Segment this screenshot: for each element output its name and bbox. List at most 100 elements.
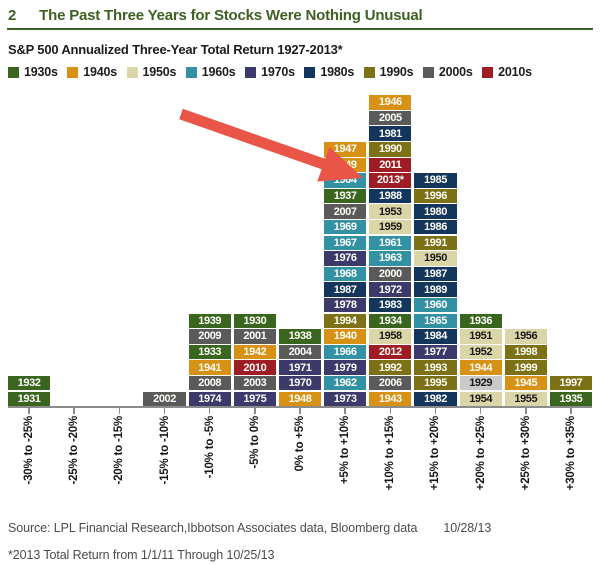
legend-swatch-icon	[185, 66, 197, 78]
year-cell: 1995	[414, 375, 457, 391]
year-cell: 1994	[324, 313, 367, 329]
year-cell: 1944	[459, 360, 502, 375]
axis-tick	[279, 407, 321, 414]
year-cell: 2003	[233, 375, 276, 391]
legend-label: 2000s	[438, 65, 473, 79]
year-cell: 1937	[324, 188, 367, 204]
year-cell: 1932	[8, 375, 51, 391]
year-cell: 1997	[549, 375, 593, 391]
year-cell: 2008	[188, 375, 231, 391]
year-cell: 1953	[369, 204, 412, 219]
legend-item-1980s: 1980s	[304, 65, 354, 79]
year-cell: 1996	[414, 188, 457, 204]
year-cell: 1959	[369, 219, 412, 235]
year-cell: 1935	[549, 391, 593, 406]
x-axis-labels: -30% to -25% -25% to -20% -20% to -15% -15%…	[8, 414, 592, 506]
year-cell: 1980	[414, 204, 457, 219]
year-cell: 1987	[414, 266, 457, 282]
histogram-column: 1985 1996 1980 1986 1991 1950 1987 1989 1960 1965…	[414, 172, 457, 406]
histogram-column: 1939 2009 1933 1941 2008 1974	[188, 312, 231, 406]
page-header: 2 The Past Three Years for Stocks Were N…	[7, 4, 593, 30]
year-cell: 1961	[369, 235, 412, 251]
year-cell: 1936	[459, 313, 502, 329]
legend-swatch-icon	[67, 66, 79, 78]
year-cell: 1933	[188, 344, 231, 360]
x-axis-label: -10% to -5%	[203, 415, 216, 478]
year-cell: 1998	[504, 344, 547, 360]
year-cell: 2010	[233, 360, 276, 375]
legend-swatch-icon	[126, 66, 138, 78]
axis-tick	[369, 407, 411, 414]
year-cell: 1962	[324, 375, 367, 391]
year-cell: 1951	[459, 329, 502, 344]
year-cell: 1938	[278, 329, 322, 344]
axis-tick	[505, 407, 547, 414]
year-cell: 1989	[414, 282, 457, 297]
histogram-column: 2002	[143, 390, 186, 406]
year-cell: 1949	[324, 157, 367, 173]
legend-swatch-icon	[422, 66, 434, 78]
year-cell: 1975	[233, 391, 276, 406]
legend-item-1950s: 1950s	[126, 65, 177, 79]
year-cell: 1964	[324, 173, 367, 188]
year-cell: 1984	[414, 329, 457, 344]
year-cell: 1986	[414, 219, 457, 235]
year-cell: 1929	[459, 375, 502, 391]
x-axis-label: -25% to -20%	[68, 415, 81, 485]
axis-tick	[234, 407, 276, 414]
year-cell: 2011	[369, 157, 412, 173]
axis-tick	[143, 407, 185, 414]
year-cell: 1967	[324, 235, 367, 251]
year-cell: 2006	[369, 375, 412, 391]
year-cell: 1992	[369, 360, 412, 375]
year-cell: 1979	[324, 360, 367, 375]
x-axis-label: +15% to +20%	[429, 415, 442, 490]
year-cell: 1969	[324, 219, 367, 235]
chart-footer: Source: LPL Financial Research,Ibbotson …	[8, 521, 592, 562]
legend-label: 1950s	[142, 65, 177, 79]
axis-tick	[189, 407, 231, 414]
year-cell: 1939	[188, 313, 231, 329]
year-cell: 1942	[233, 344, 276, 360]
axis-tick	[460, 407, 502, 414]
year-cell: 2007	[324, 204, 367, 219]
x-axis-label: +5% to +10%	[339, 415, 352, 484]
histogram-column: 1956 1998 1999 1945 1955	[504, 328, 547, 406]
x-axis-label: +10% to +15%	[384, 415, 397, 490]
x-axis-label: -20% to -15%	[113, 415, 126, 485]
year-cell: 1977	[414, 344, 457, 360]
legend-item-1960s: 1960s	[185, 65, 236, 79]
source-date: 10/28/13	[443, 520, 492, 535]
legend-label: 1980s	[320, 65, 355, 79]
year-cell: 1976	[324, 251, 367, 266]
histogram-column: 1932 1931	[8, 375, 51, 406]
year-cell: 1974	[188, 391, 231, 406]
year-cell: 1952	[459, 344, 502, 360]
year-cell: 1956	[504, 329, 547, 344]
legend-item-1970s: 1970s	[245, 65, 295, 79]
year-cell: 1999	[504, 360, 547, 375]
year-cell: 1945	[504, 375, 547, 391]
legend-item-1940s: 1940s	[67, 65, 117, 79]
legend-swatch-icon	[482, 66, 494, 78]
axis-tick	[53, 407, 95, 414]
year-cell: 1981	[369, 126, 412, 141]
histogram-column: 1938 2004 1971 1970 1948	[278, 328, 322, 406]
legend-label: 1940s	[83, 65, 118, 79]
year-cell: 1970	[278, 375, 322, 391]
histogram-column: 1936 1951 1952 1944 1929 1954	[459, 312, 502, 406]
year-cell: 1990	[369, 142, 412, 157]
year-cell: 1960	[414, 297, 457, 313]
source-text: Source: LPL Financial Research,Ibbotson …	[8, 520, 418, 535]
year-cell: 1954	[459, 391, 502, 406]
legend-swatch-icon	[8, 66, 19, 78]
year-cell: 1930	[233, 313, 276, 329]
year-cell: 1963	[369, 251, 412, 266]
year-cell: 1993	[414, 360, 457, 375]
axis-tick	[324, 407, 366, 414]
year-cell: 1931	[8, 391, 51, 406]
year-cell: 2000	[369, 266, 412, 282]
year-cell: 1958	[369, 329, 412, 344]
legend-item-2000s: 2000s	[422, 65, 473, 79]
